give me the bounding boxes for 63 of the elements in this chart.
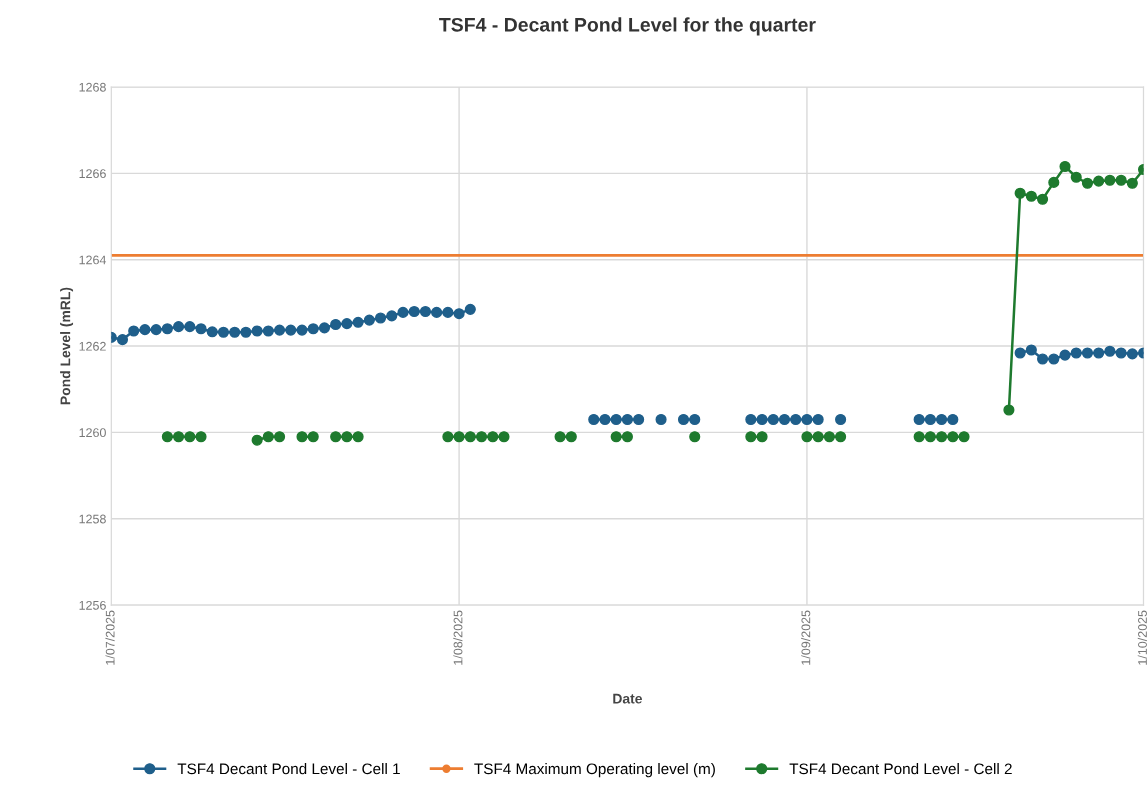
point [262,431,274,443]
point [1115,174,1127,186]
point [1037,193,1049,205]
y-tick-label: 1264 [79,255,107,265]
point [475,431,488,443]
x-tick-label: 1/07/2025 [105,610,115,665]
point [1025,190,1037,202]
point [464,431,476,443]
x-axis-title: Date [613,693,642,704]
point [689,431,701,443]
x-tick-label: 1/10/2025 [1137,610,1147,665]
y-axis-title: Pond Level (mRL) [60,287,74,405]
point [352,431,364,443]
point [823,431,835,443]
point [161,431,173,443]
point [745,431,757,443]
point [453,431,465,443]
point [801,431,813,443]
point [812,431,824,443]
y-tick-label: 1266 [79,169,106,179]
point [296,431,308,443]
point [1126,177,1138,189]
point [1104,174,1116,186]
point [924,431,936,443]
point [498,431,510,443]
point [1081,177,1094,189]
point [307,431,319,443]
legend-label: TSF4 Decant Pond Level - Cell 1 [177,763,400,775]
y-tick-label: 1262 [79,341,106,351]
point [1093,175,1105,187]
point [936,431,948,443]
point [195,431,207,443]
y-tick-label: 1258 [79,514,106,524]
point [330,431,342,443]
legend-label: TSF4 Decant Pond Level - Cell 2 [789,763,1012,775]
point [1048,176,1060,188]
point [184,431,196,443]
x-tick-label: 1/08/2025 [453,610,463,665]
point [251,434,263,446]
point [442,431,454,443]
point [621,431,633,443]
point [274,431,286,443]
point [958,431,970,443]
point [1003,404,1015,416]
point [610,431,622,443]
chart-title: TSF4 - Decant Pond Level for the quarter [439,17,816,36]
point [1070,171,1082,183]
point [947,431,959,443]
legend-label: TSF4 Maximum Operating level (m) [474,763,715,778]
point [756,431,768,443]
y-tick-label: 1256 [79,600,106,610]
point [835,431,847,443]
y-tick-label: 1268 [79,82,106,92]
y-tick-label: 1260 [79,428,106,438]
point [565,431,577,443]
x-tick-label: 1/09/2025 [801,610,811,665]
point [173,431,185,443]
point [487,431,499,443]
point [341,431,353,443]
point [1014,187,1026,199]
point [1059,160,1071,173]
point [554,431,566,443]
point [913,431,925,443]
